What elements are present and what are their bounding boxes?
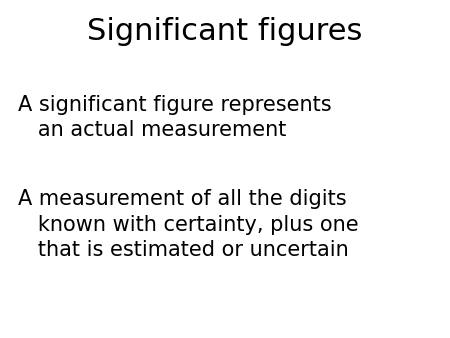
Text: A significant figure represents
   an actual measurement: A significant figure represents an actua… (18, 95, 332, 140)
Text: A measurement of all the digits
   known with certainty, plus one
   that is est: A measurement of all the digits known wi… (18, 189, 359, 261)
Text: Significant figures: Significant figures (87, 17, 363, 46)
